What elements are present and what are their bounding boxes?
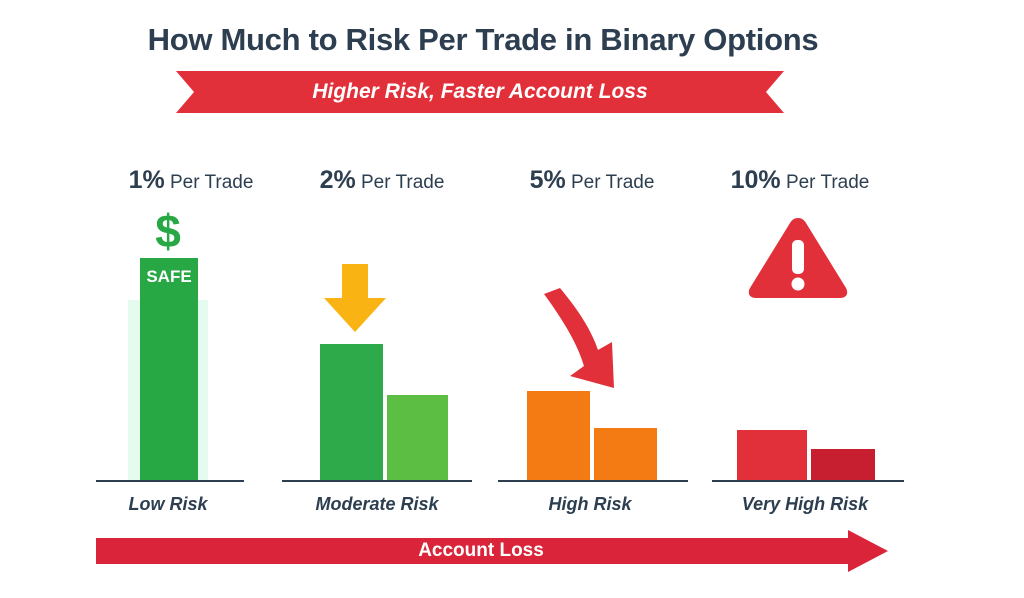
group-2-heading: 2% Per Trade: [282, 166, 482, 195]
high-risk-bar-1: [527, 391, 590, 480]
diagonal-down-arrow-icon: [544, 288, 614, 388]
group-4-label: Very High Risk: [741, 494, 869, 514]
down-arrow-icon: [324, 264, 386, 332]
low-risk-bar: [140, 258, 198, 480]
account-loss-arrow: [96, 530, 888, 572]
safe-badge: SAFE: [146, 267, 192, 286]
group-3-baseline: [498, 480, 688, 482]
group-4-percent: 10%: [730, 166, 781, 194]
very-high-risk-bar-2: [811, 449, 875, 480]
high-risk-bar-2: [594, 428, 657, 480]
dollar-sign-icon: $: [155, 205, 181, 257]
subtitle-text: Higher Risk, Faster Account Loss: [312, 80, 648, 103]
moderate-risk-bar-1: [320, 344, 383, 480]
group-4-baseline: [712, 480, 904, 482]
group-2-baseline: [282, 480, 472, 482]
group-3-label: High Risk: [548, 494, 632, 514]
group-3-suffix: Per Trade: [570, 172, 655, 193]
warning-icon: [748, 218, 848, 298]
moderate-risk-bar-2: [387, 395, 448, 480]
group-2-suffix: Per Trade: [360, 172, 445, 193]
group-1-percent: 1%: [128, 166, 165, 194]
group-3-percent: 5%: [529, 166, 566, 194]
group-1-baseline: [96, 480, 244, 482]
group-2-label: Moderate Risk: [315, 494, 439, 514]
subtitle-ribbon: Higher Risk, Faster Account Loss: [176, 71, 784, 113]
page-title: How Much to Risk Per Trade in Binary Opt…: [147, 22, 819, 57]
group-1-suffix: Per Trade: [169, 172, 254, 193]
group-3-heading: 5% Per Trade: [492, 166, 692, 195]
account-loss-label: Account Loss: [418, 540, 544, 561]
group-1-heading: 1% Per Trade: [91, 166, 291, 195]
very-high-risk-bar-1: [737, 430, 807, 480]
group-4-suffix: Per Trade: [785, 172, 870, 193]
group-4-heading: 10% Per Trade: [700, 166, 900, 195]
group-1-label: Low Risk: [128, 494, 208, 514]
group-2-percent: 2%: [319, 166, 356, 194]
